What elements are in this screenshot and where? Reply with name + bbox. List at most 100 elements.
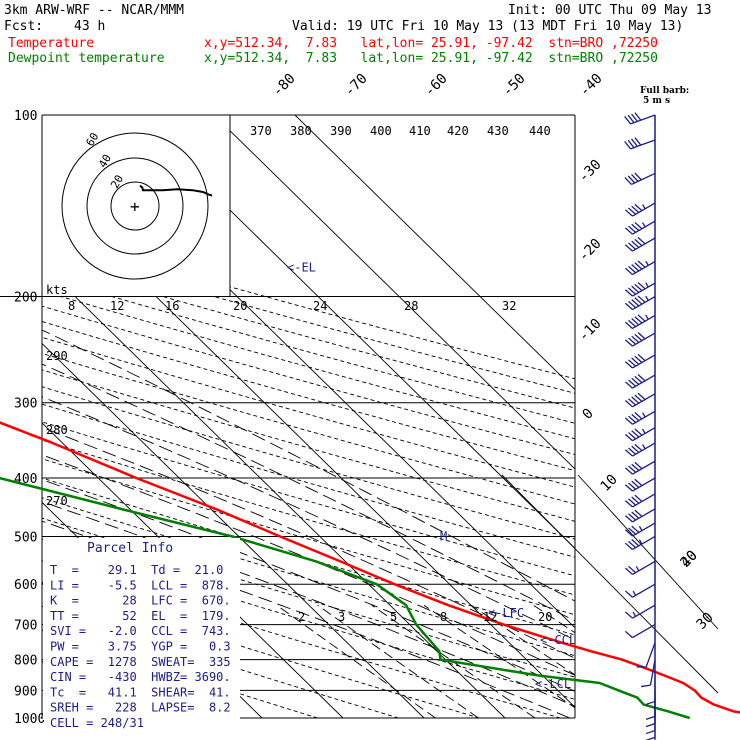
theta-e-label: 370 [250, 124, 272, 138]
mixing-ratio-line [276, 604, 436, 718]
barb-feather [631, 511, 640, 519]
isobar-label: 400 [14, 472, 37, 487]
isobar-label: 700 [14, 619, 37, 634]
parcel-info-row: T = 29.1 Td = 21.0 [50, 563, 223, 577]
forecast-hour: 43 h [74, 19, 106, 34]
barb-feather [634, 461, 643, 470]
barb-half-feather [645, 295, 649, 301]
barb-feather [631, 430, 640, 438]
barb-half-feather [645, 314, 649, 320]
barb-feather [645, 729, 656, 735]
barb-feather [624, 116, 632, 125]
barb-shaft [632, 442, 656, 457]
wind-barb [624, 260, 656, 276]
isotherm-label: -80 [270, 71, 299, 100]
mixing-ratio-label: 3 [338, 610, 345, 624]
isotherm-label: -30 [576, 157, 605, 186]
barb-half-feather [645, 282, 649, 288]
wind-barb [624, 477, 656, 492]
isotherm-line [42, 115, 425, 718]
barb-feather [624, 227, 633, 235]
barb-feather [631, 113, 638, 122]
isotherm-label: -70 [342, 71, 371, 100]
barb-feather [634, 375, 643, 384]
barb-feather [634, 238, 643, 247]
isotherm-line [213, 115, 575, 718]
barb-feather [624, 417, 633, 425]
wind-barbs: Full barb:5 m s [624, 86, 689, 740]
barb-half-feather [638, 525, 643, 531]
model-title: 3km ARW-WRF -- NCAR/MMM [4, 3, 185, 18]
mixing-ratio-label: 20 [538, 610, 552, 624]
parcel-info-row: CAPE = 1278 SWEAT= 335 [50, 655, 231, 669]
barb-feather [634, 478, 643, 487]
barb-shaft [632, 202, 656, 217]
theta-e-label: 390 [330, 124, 352, 138]
theta-e-label: 380 [290, 124, 312, 138]
barb-feather [634, 412, 643, 420]
barb-feather [624, 321, 633, 329]
wind-barb [624, 604, 656, 619]
barb-shaft [632, 332, 656, 347]
wind-barb [624, 508, 656, 523]
wind-barb [624, 220, 656, 235]
barb-feather [634, 262, 643, 270]
dry-adiabat [42, 115, 575, 718]
barb-feather [624, 267, 633, 276]
barb-shaft [632, 535, 656, 551]
barb-shaft [632, 374, 656, 389]
barb-feather [624, 433, 633, 442]
barb-feather [637, 314, 646, 322]
dry-adiabat [42, 115, 575, 718]
wind-barb [624, 282, 656, 297]
barb-half-feather [645, 260, 649, 266]
wind-barb [624, 522, 656, 537]
barb-feather [628, 498, 637, 506]
barb-shaft [632, 522, 656, 537]
barb-feather [624, 529, 633, 537]
barb-feather [628, 482, 637, 490]
barb-feather [624, 590, 633, 598]
wind-barb [624, 332, 656, 347]
barb-feather [631, 318, 640, 326]
parcel-info-title: Parcel Info [87, 541, 173, 556]
barb-feather [641, 684, 651, 688]
barb-shaft [632, 393, 656, 408]
wind-barb [624, 535, 656, 551]
barb-feather [634, 283, 643, 292]
isobar-label: 600 [14, 578, 37, 593]
barb-feather [634, 509, 643, 517]
hodograph-trace [139, 184, 213, 197]
barb-feather [645, 715, 656, 721]
barb-shaft [632, 220, 656, 235]
wind-barb [641, 659, 656, 688]
parcel-info-row: SVI = -2.0 CCL = 743. [50, 624, 231, 638]
barb-feather [631, 525, 640, 533]
dry-adiabat [42, 115, 575, 718]
barb-feather [628, 527, 637, 535]
barb-feather [631, 138, 638, 147]
barb-feather [631, 205, 640, 213]
valid-time: Valid: 19 UTC Fri 10 May 13 (13 MDT Fri … [292, 19, 684, 34]
wind-barb [624, 624, 656, 639]
theta-e-label: 400 [370, 124, 392, 138]
barb-feather [624, 567, 633, 575]
barb-feather [628, 265, 637, 274]
barb-half-feather [632, 611, 637, 617]
barb-feather [631, 539, 640, 547]
barb-shaft [632, 260, 656, 276]
wind-barb [624, 583, 656, 598]
barb-feather [634, 297, 643, 305]
hodograph-ring [86, 157, 184, 255]
barb-half-feather [635, 566, 640, 572]
barb-feather [631, 174, 639, 182]
barb-feather [624, 515, 633, 523]
barb-feather [634, 112, 642, 121]
isotherm-label: -20 [576, 236, 605, 265]
wind-barb [624, 427, 656, 442]
mixing-ratio-label: 8 [440, 610, 447, 624]
barb-feather [628, 465, 637, 473]
barb-feather [624, 289, 633, 297]
barb-feather [624, 500, 633, 508]
barb-feather [631, 240, 640, 248]
